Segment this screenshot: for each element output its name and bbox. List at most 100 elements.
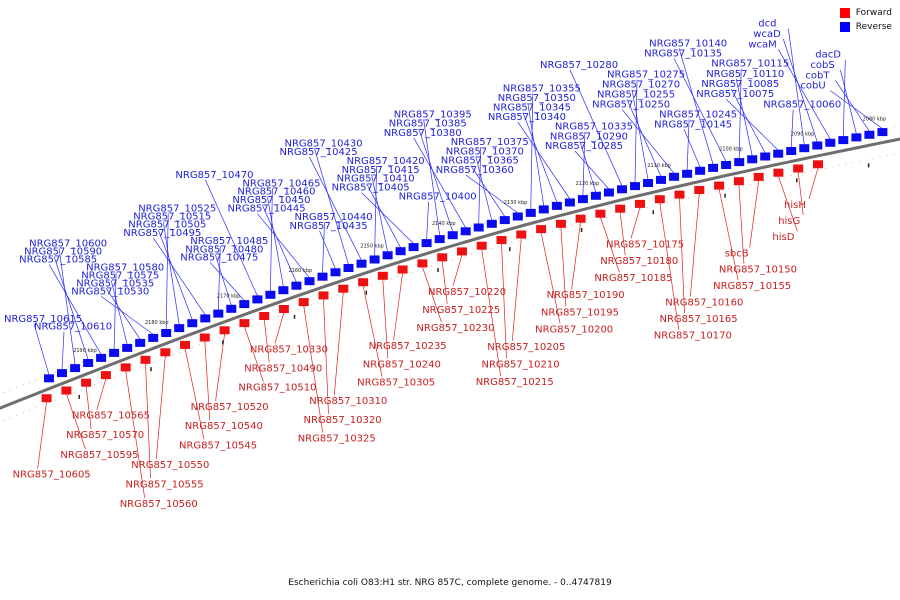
forward-gene (437, 253, 448, 262)
legend-forward: Forward (839, 6, 892, 20)
reverse-gene-label: NRG857_10255 (597, 89, 675, 100)
forward-gene-label: NRG857_10220 (428, 287, 506, 298)
forward-label-leader (718, 189, 739, 281)
reverse-gene-label: NRG857_10115 (711, 59, 789, 70)
reverse-gene-label: NRG857_10405 (332, 183, 410, 194)
upper-dot-row (0, 124, 900, 395)
reverse-gene (226, 304, 237, 313)
reverse-gene-label: cobT (805, 70, 830, 81)
reverse-label-leader (426, 201, 429, 240)
reverse-gene (109, 348, 120, 357)
forward-gene (615, 204, 626, 213)
reverse-gene (525, 208, 536, 217)
reverse-gene-label: NRG857_10600 (29, 239, 107, 250)
reverse-label-leader (738, 68, 742, 159)
reverse-gene-label: NRG857_10270 (602, 80, 680, 91)
forward-gene-label: NRG857_10490 (244, 364, 322, 375)
reverse-gene (122, 343, 133, 352)
reverse-label-leader (267, 196, 284, 287)
reverse-label-leader (470, 165, 506, 217)
reverse-label-leader (465, 174, 519, 214)
reverse-gene-label: NRG857_10450 (232, 195, 310, 206)
reverse-label-leader (569, 69, 623, 186)
forward-gene (516, 230, 527, 239)
reverse-gene-label: NRG857_10245 (659, 109, 737, 120)
reverse-gene-label: NRG857_10410 (337, 174, 415, 185)
forward-label-leader (263, 319, 270, 363)
reverse-gene-label: NRG857_10420 (347, 156, 425, 167)
reverse-label-leader (110, 280, 128, 345)
reverse-gene-label: NRG857_10610 (34, 322, 112, 333)
reverse-gene-label: NRG857_10275 (607, 70, 685, 81)
reverse-gene-label: NRG857_10615 (4, 314, 82, 325)
forward-gene (555, 219, 566, 228)
reverse-gene (213, 309, 224, 318)
forward-gene (81, 378, 92, 387)
reverse-label-leader (413, 137, 467, 228)
legend-forward-label: Forward (855, 8, 892, 18)
forward-gene-label: NRG857_10555 (126, 479, 204, 490)
reverse-gene-label: NRG857_10290 (550, 131, 628, 142)
reverse-label-leader (475, 156, 493, 221)
reverse-gene-label: NRG857_10580 (86, 262, 164, 273)
reverse-gene-label: NRG857_10280 (540, 60, 618, 71)
reverse-label-leader (631, 89, 649, 180)
scale-tick-label: 2190 kbp (73, 348, 97, 354)
reverse-label-leader (322, 222, 325, 274)
scale-tick-label: 2080 kbp (863, 116, 887, 122)
forward-gene (219, 326, 230, 335)
forward-label-leader (244, 326, 264, 382)
scale-tick-label: 2170 kbp (217, 293, 241, 299)
figure-caption: Escherichia coli O83:H1 str. NRG 857C, c… (288, 578, 612, 588)
reverse-gene-label: NRG857_10355 (503, 83, 581, 94)
forward-gene-label: NRG857_10325 (298, 434, 376, 445)
reverse-gene (603, 188, 614, 197)
reverse-gene-label: dcd (758, 19, 776, 30)
forward-gene (61, 386, 72, 395)
reverse-gene (200, 314, 211, 323)
reverse-gene-label: NRG857_10535 (76, 278, 154, 289)
reverse-label-leader (319, 230, 336, 269)
forward-label-leader (778, 176, 798, 232)
forward-gene (654, 195, 665, 204)
forward-label-leader (362, 285, 383, 377)
forward-gene (733, 177, 744, 186)
reverse-gene-label: NRG857_10350 (498, 93, 576, 104)
reverse-gene (838, 136, 849, 145)
reverse-label-leader (205, 179, 258, 297)
reverse-gene-label: NRG857_10075 (696, 89, 774, 100)
forward-label-leader (571, 222, 581, 290)
forward-gene-label: NRG857_10215 (476, 377, 554, 388)
reverse-gene (187, 319, 198, 328)
reverse-label-leader (423, 119, 441, 236)
forward-gene-label: NRG857_10175 (606, 239, 684, 250)
reverse-label-leader (686, 119, 690, 171)
forward-gene-label: NRG857_10230 (416, 323, 494, 334)
reverse-gene-label: NRG857_10480 (185, 244, 263, 255)
reverse-gene (408, 243, 419, 252)
reverse-label-leader (162, 221, 180, 325)
reverse-gene (512, 212, 523, 221)
forward-label-leader (441, 260, 448, 304)
forward-label-leader (659, 202, 680, 330)
forward-label-leader (540, 232, 561, 324)
reverse-label-leader (113, 272, 117, 350)
reverse-gene (278, 286, 289, 295)
forward-label-leader (619, 212, 626, 256)
forward-gene (278, 305, 289, 313)
forward-gene (41, 394, 52, 403)
reverse-gene (96, 353, 107, 362)
reverse-gene-label: cobS (810, 60, 834, 71)
reverse-gene-label: NRG857_10530 (71, 286, 149, 297)
reverse-label-leader (105, 288, 141, 340)
reverse-label-leader (366, 183, 401, 248)
reverse-gene-label: NRG857_10440 (295, 212, 373, 223)
reverse-gene (317, 272, 328, 281)
reverse-gene (617, 185, 627, 194)
forward-gene (793, 164, 804, 173)
reverse-swatch (839, 22, 850, 32)
forward-label-leader (481, 249, 502, 377)
forward-label-leader (66, 393, 86, 450)
forward-gene (813, 160, 823, 169)
reverse-gene-label: NRG857_10370 (446, 146, 524, 157)
